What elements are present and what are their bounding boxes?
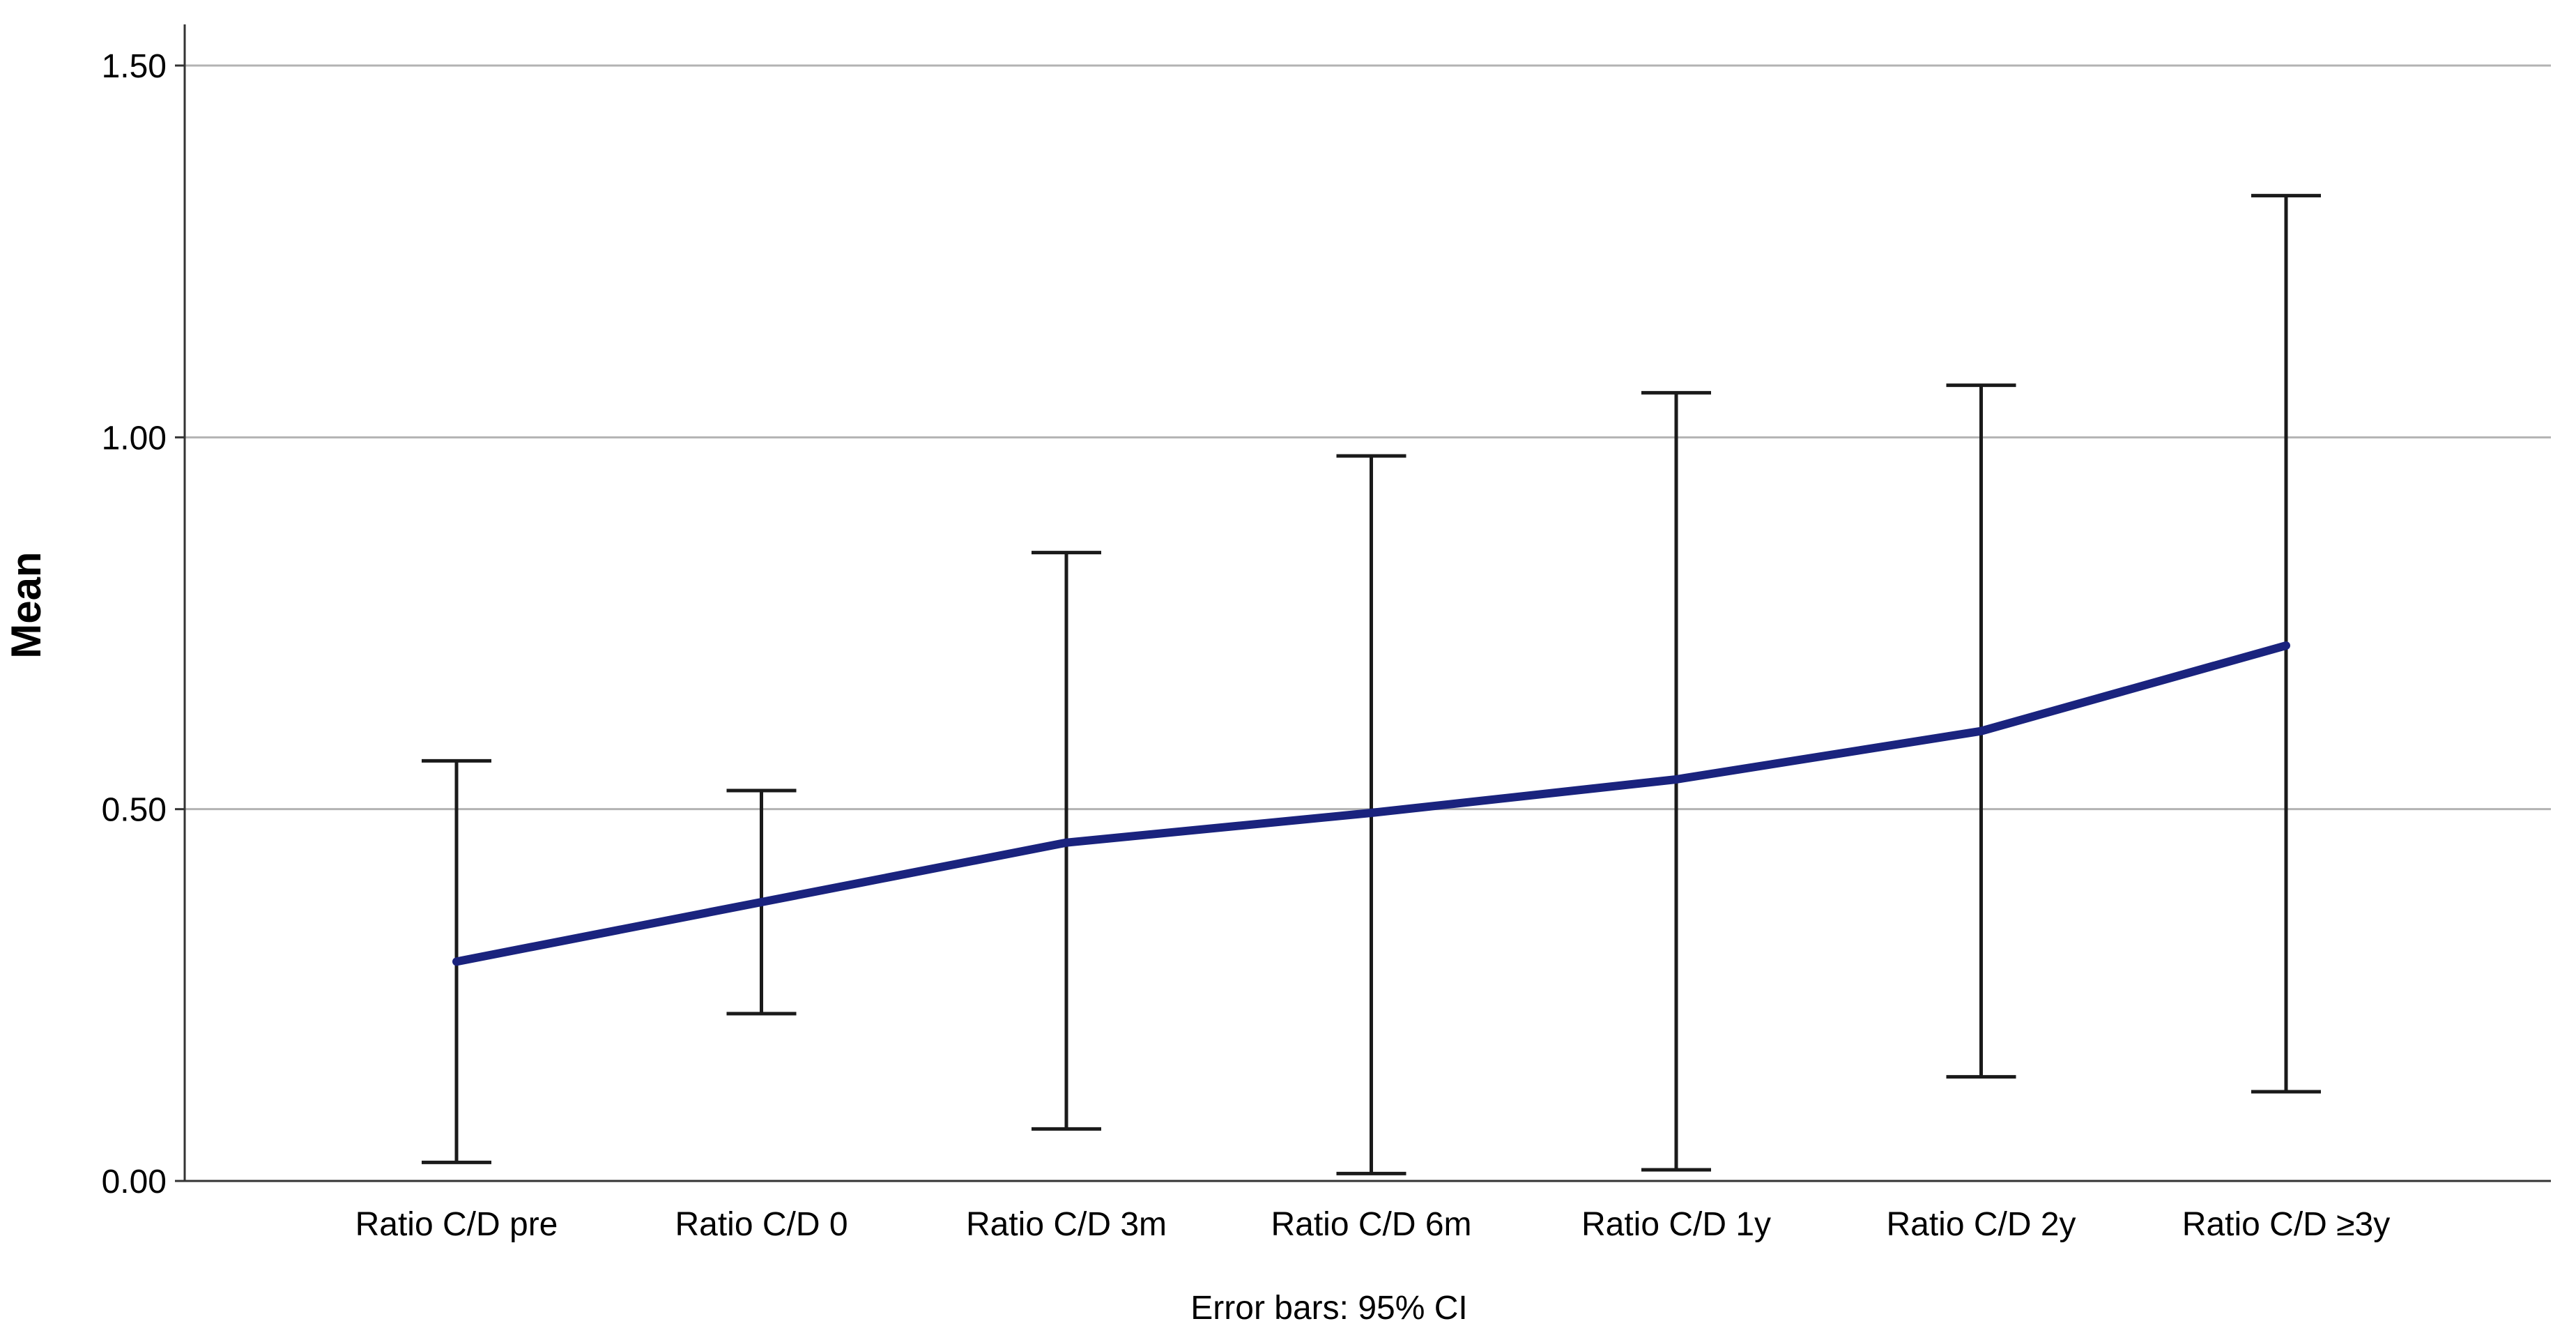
mean-point [1062,838,1071,847]
mean-point [452,957,461,966]
x-tick-label: Ratio C/D 2y [1886,1206,2076,1243]
mean-point [1367,809,1376,817]
error-bars [422,194,2321,1175]
series-line-layer [452,641,2290,966]
x-tick-labels: Ratio C/D pre Ratio C/D 0 Ratio C/D 3m Rati… [355,1206,2391,1243]
x-tick-label: Ratio C/D 3m [966,1206,1167,1243]
error-bars-footnote: Error bars: 95% CI [1190,1290,1467,1327]
y-tick-label: 1.00 [102,420,167,457]
mean-point [757,898,766,906]
y-tick-label: 1.50 [102,48,167,85]
y-tick-label: 0.50 [102,792,167,829]
x-tick-label: Ratio C/D 1y [1581,1206,1771,1243]
x-tick-label: Ratio C/D ≥3y [2182,1206,2390,1243]
mean-point [1672,775,1680,784]
mean-point [2282,641,2290,650]
y-axis-title: Mean [3,551,49,658]
x-tick-label: Ratio C/D pre [355,1206,558,1243]
gridlines [185,64,2551,811]
x-tick-label: Ratio C/D 6m [1271,1206,1471,1243]
axes [175,24,2551,1182]
mean-point [1977,726,1986,735]
y-tick-labels: 0.00 0.50 1.00 1.50 [102,48,167,1200]
y-tick-label: 0.00 [102,1164,167,1200]
x-tick-label: Ratio C/D 0 [675,1206,848,1243]
